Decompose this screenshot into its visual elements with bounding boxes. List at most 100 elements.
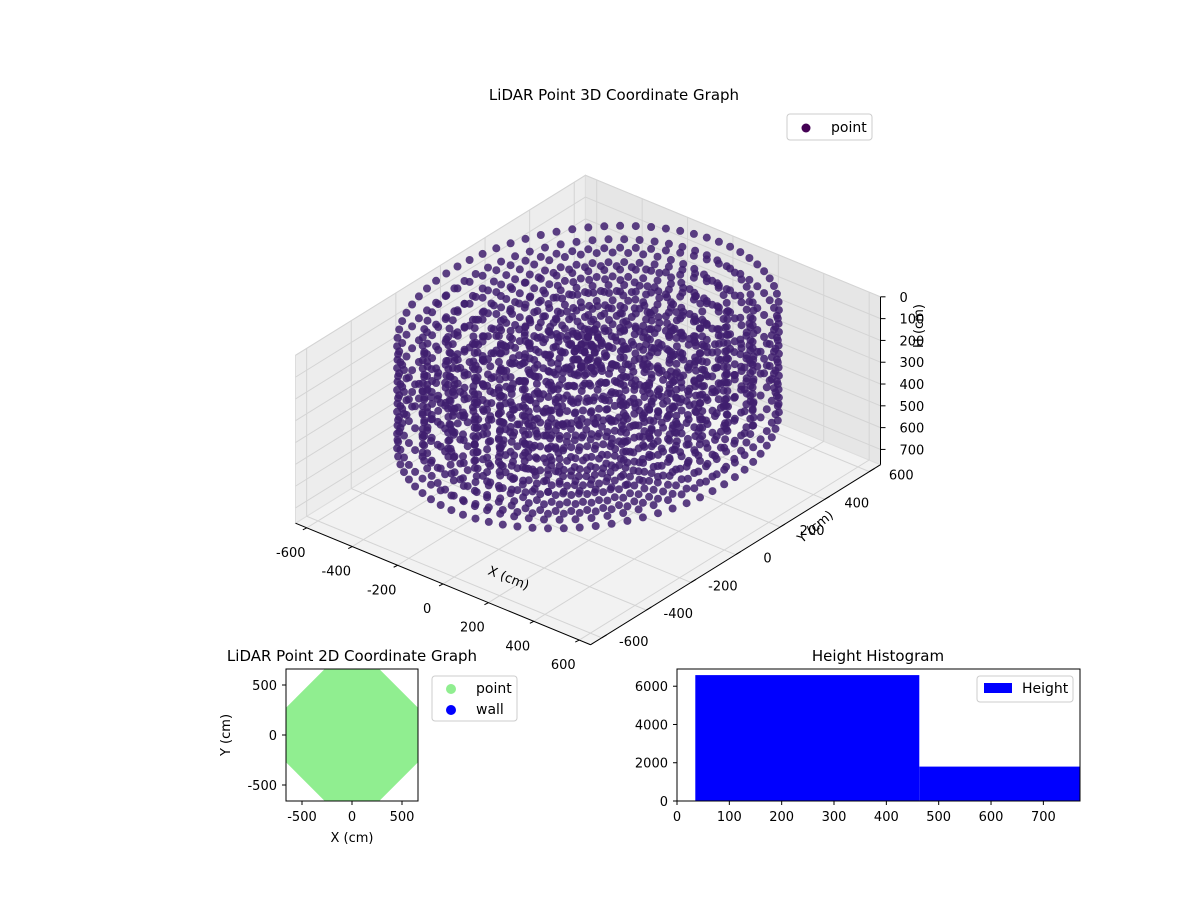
chart-2d-plot-area: [286, 669, 418, 801]
chart-3d-point: [549, 268, 558, 277]
chart-3d-point: [494, 386, 503, 395]
chart-3d-point: [498, 462, 507, 471]
chart-3d-point: [639, 387, 648, 396]
chart-3d-point: [771, 410, 780, 419]
chart-3d-point: [619, 325, 628, 334]
chart-3d-point: [599, 392, 608, 401]
chart-3d-point: [573, 317, 582, 326]
chart-3d-point: [682, 397, 691, 406]
chart-3d-point: [460, 347, 469, 356]
chart-3d-point: [447, 404, 456, 412]
chart-histogram-legend-label: Height: [1022, 681, 1069, 697]
chart-3d-point: [436, 501, 445, 509]
chart-3d-point: [418, 333, 427, 342]
chart-3d-point: [511, 343, 520, 352]
chart-3d-point: [615, 389, 623, 398]
chart-3d-point: [700, 270, 708, 279]
chart-3d-point: [605, 396, 613, 405]
chart-3d-point: [598, 367, 606, 375]
chart-3d-point: [509, 380, 517, 388]
chart-3d-gridline: [295, 196, 586, 378]
chart-3d-point: [672, 334, 681, 342]
chart-3d-point: [654, 429, 662, 437]
chart-3d-point: [719, 291, 728, 300]
chart-3d-point: [749, 421, 758, 430]
chart-3d-point: [541, 243, 549, 252]
chart-3d-point: [525, 247, 534, 256]
chart-3d-point: [502, 271, 511, 280]
chart-3d-gridline: [585, 240, 881, 363]
chart-3d-point: [626, 398, 634, 406]
chart-3d-point: [483, 399, 492, 408]
chart-3d-point: [450, 284, 459, 293]
chart-3d-point: [540, 515, 548, 524]
chart-3d-point: [583, 418, 592, 427]
chart-histogram-x-tick-label: 300: [822, 810, 847, 825]
chart-3d-point: [765, 296, 774, 305]
chart-3d-point: [559, 444, 568, 453]
chart-3d-point: [446, 396, 455, 405]
chart-3d-point: [563, 331, 572, 340]
chart-3d-point: [580, 325, 589, 333]
chart-3d-point: [456, 363, 465, 372]
chart-3d-point: [647, 223, 656, 231]
chart-3d-point: [562, 437, 571, 446]
chart-3d-point: [638, 476, 647, 485]
chart-3d-point: [411, 446, 420, 455]
chart-histogram-y-tick-label: 0: [660, 795, 668, 810]
chart-3d-point: [631, 222, 640, 231]
chart-3d-point: [507, 437, 516, 446]
chart-3d-point: [703, 348, 712, 357]
chart-3d-point: [742, 331, 751, 340]
chart-3d-point: [607, 483, 616, 492]
chart-3d-gridline: [585, 196, 881, 320]
chart-3d-point: [579, 456, 587, 465]
chart-3d-point: [642, 290, 651, 299]
chart-3d-point: [575, 465, 584, 474]
chart-3d-point: [532, 404, 541, 413]
chart-3d-point: [556, 240, 565, 249]
chart-3d-point: [617, 309, 626, 318]
chart-3d-point: [581, 313, 589, 321]
chart-3d-point: [536, 418, 545, 427]
chart-3d-point: [623, 414, 632, 423]
chart-3d-point: [714, 283, 723, 292]
chart-3d-point: [483, 422, 492, 431]
chart-3d-point: [749, 377, 758, 386]
chart-3d-point: [418, 408, 427, 417]
chart-3d-point: [623, 516, 632, 525]
chart-3d-point: [547, 406, 556, 415]
chart-3d-point: [623, 502, 632, 511]
chart-3d-point: [420, 441, 429, 450]
chart-3d-point: [496, 471, 505, 480]
chart-3d-z-tick-label: 100: [900, 313, 925, 328]
chart-3d-point: [773, 336, 782, 345]
chart-3d-point: [427, 415, 435, 424]
chart-3d-point: [595, 404, 603, 413]
chart-3d-point: [665, 333, 674, 341]
chart-3d-point: [579, 406, 587, 415]
chart-3d-point: [630, 481, 639, 490]
chart-3d-point: [692, 316, 700, 325]
chart-3d-point: [472, 376, 481, 385]
chart-3d-point: [582, 369, 591, 378]
chart-3d-point: [544, 300, 553, 308]
chart-3d-point: [708, 324, 717, 333]
chart-3d-point: [767, 353, 776, 362]
chart-3d-point: [554, 337, 563, 346]
chart-3d-point: [649, 417, 658, 426]
chart-3d-point: [737, 275, 746, 284]
chart-3d-point: [496, 292, 505, 300]
chart-3d-point: [536, 394, 545, 403]
chart-3d-point: [655, 269, 664, 277]
chart-3d-point: [404, 460, 413, 469]
chart-3d-point: [555, 381, 564, 390]
chart-3d-y-tick-label: 600: [889, 469, 914, 484]
chart-3d-point: [521, 234, 530, 243]
chart-3d-point: [536, 490, 545, 499]
chart-3d-point: [553, 307, 562, 316]
chart-histogram-bars: [695, 675, 1080, 801]
chart-3d-point: [483, 453, 492, 462]
chart-3d-point: [559, 524, 568, 533]
chart-3d-point: [756, 391, 765, 400]
